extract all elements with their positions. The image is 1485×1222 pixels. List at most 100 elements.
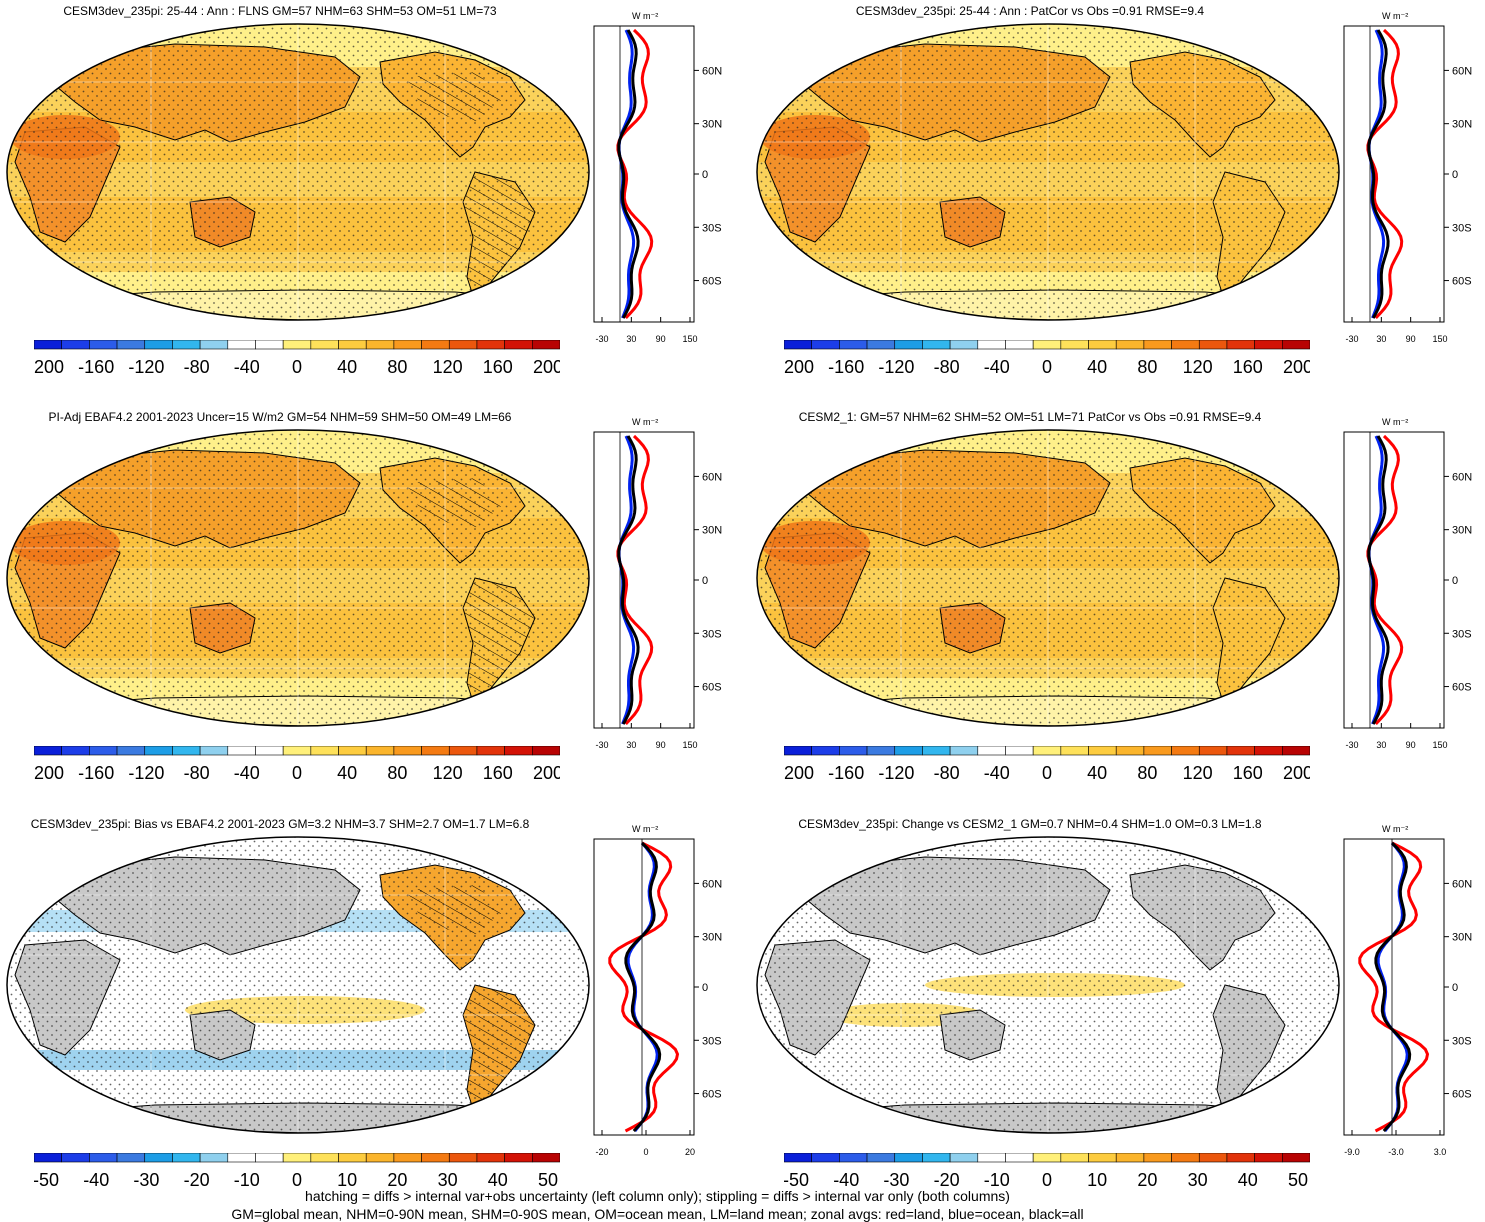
lat-tick-label: 30N [1452,119,1472,131]
map-plot [755,428,1341,728]
zonal-x-tick-label: 30 [626,334,636,344]
colorbar-tick-label: -40 [833,1170,859,1190]
zonal-x-tick-label: 90 [1406,740,1416,750]
colorbar-swatch [89,1152,118,1163]
lat-tick-label: 30N [702,525,722,537]
zonal-x-tick-label: 150 [1432,334,1447,344]
colorbar-swatch [977,339,1006,350]
colorbar-swatch [532,339,561,350]
colorbar-tick-label: -30 [133,1170,159,1190]
colorbar-swatch [1088,1152,1117,1163]
colorbar-swatch [310,339,339,350]
zonal-x-tick-label: 20 [685,1147,695,1157]
colorbar-swatch [61,339,90,350]
colorbar-swatch [783,745,812,756]
colorbar-swatch [172,339,201,350]
colorbar-swatch [476,1152,505,1163]
colorbar-swatch [89,339,118,350]
colorbar: -200 -160 -120 -80 -40 0 40 80 120 160 200 [28,339,563,390]
lat-tick-label: 60S [702,276,722,288]
lat-tick-label: 0 [702,575,708,587]
colorbar-tick-label: -50 [34,1170,59,1190]
colorbar-tick-label: -10 [984,1170,1010,1190]
lat-tick-label: 0 [1452,982,1458,994]
colorbar-tick-label: 80 [387,763,407,783]
colorbar-swatch [144,339,173,350]
zonal-all-line [1367,435,1390,725]
colorbar-tick-label: -160 [78,763,114,783]
colorbar-swatch [365,745,395,756]
colorbar-swatch [33,745,62,756]
colorbar-swatch [199,745,229,756]
colorbar-swatch [33,339,62,350]
colorbar-swatch [1171,1152,1200,1163]
lat-tick-label: 60S [702,1089,722,1101]
colorbar-swatch [365,339,395,350]
colorbar-swatch [116,745,146,756]
colorbar-swatch [866,339,896,350]
colorbar-swatch [532,1152,561,1163]
colorbar-swatch [476,745,505,756]
zonal-x-tick-label: -30 [1345,334,1358,344]
zonal-x-tick-label: -30 [1345,740,1358,750]
colorbar-swatch [1282,339,1311,350]
colorbar-swatch [393,745,422,756]
colorbar-swatch [1143,339,1172,350]
colorbar-swatch [33,1152,62,1163]
lat-tick-label: 0 [1452,169,1458,181]
colorbar-swatch [1254,339,1283,350]
colorbar-swatch [894,339,923,350]
colorbar-tick-label: 160 [483,763,513,783]
zonal-x-tick-label: 3.0 [1434,1147,1447,1157]
colorbar-swatch [977,1152,1006,1163]
colorbar-swatch [172,745,201,756]
colorbar-swatch [227,339,256,350]
footer-line-2: GM=global mean, NHM=0-90N mean, SHM=0-90… [231,1206,1084,1222]
zonal-x-tick-label: 0 [643,1147,648,1157]
colorbar-tick-label: 200 [1283,357,1310,377]
lat-tick-label: 60N [1452,878,1472,890]
colorbar-tick-label: 50 [1288,1170,1308,1190]
colorbar-swatch [811,745,840,756]
map-plot [755,22,1341,322]
colorbar-swatch [227,745,256,756]
zonal-land-line [616,28,654,320]
zonal-mean-plot: W m⁻² 60N 30N 0 30S 60S -20 0 20 [592,817,742,1162]
colorbar-tick-label: 40 [488,1170,508,1190]
zonal-land-line [608,841,680,1133]
colorbar-tick-label: -40 [234,357,260,377]
zonal-x-tick-label: 90 [656,334,666,344]
lat-tick-label: 30N [702,119,722,131]
colorbar-swatch [421,339,450,350]
colorbar-tick-label: 40 [337,763,357,783]
colorbar-swatch [1143,1152,1172,1163]
zonal-x-tick-label: 150 [1432,740,1447,750]
zonal-all-line [624,841,662,1133]
colorbar-tick-label: 40 [1087,357,1107,377]
colorbar-swatch [1060,339,1089,350]
colorbar-swatch [310,745,339,756]
colorbar-swatch [365,1152,395,1163]
colorbar-swatch [949,745,979,756]
zonal-x-tick-label: -30 [595,740,608,750]
colorbar-swatch [1005,745,1034,756]
colorbar-swatch [448,1152,478,1163]
colorbar-swatch [1032,1152,1062,1163]
colorbar-swatch [504,745,533,756]
zonal-all-line [1367,29,1390,319]
colorbar-swatch [866,745,896,756]
colorbar-swatch [255,1152,284,1163]
panel-5: CESM3dev_235pi: Bias vs EBAF4.2 2001-202… [0,813,742,1219]
lat-tick-label: 0 [702,982,708,994]
zonal-x-tick-label: 150 [682,740,697,750]
colorbar-swatch [1254,745,1283,756]
colorbar-swatch [894,1152,923,1163]
colorbar-swatch [1226,745,1255,756]
colorbar-swatch [839,339,868,350]
colorbar-tick-label: -20 [934,1170,960,1190]
colorbar-swatch [1171,745,1200,756]
panel-4: CESM2_1: GM=57 NHM=62 SHM=52 OM=51 LM=71… [750,406,1485,812]
colorbar-tick-label: -40 [83,1170,109,1190]
panel-title: CESM2_1: GM=57 NHM=62 SHM=52 OM=51 LM=71… [798,410,1262,424]
colorbar-swatch [1005,1152,1034,1163]
